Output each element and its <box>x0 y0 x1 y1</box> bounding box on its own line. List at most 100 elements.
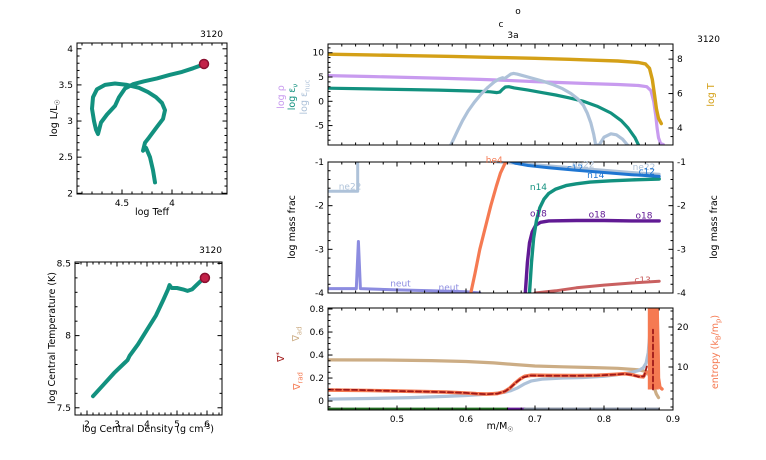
x-axis-title: log Central Density (g cm-3) <box>82 423 214 435</box>
y-tick-label: 0.4 <box>310 351 325 361</box>
grad-rad-tail-curve <box>655 308 664 391</box>
plot-frame <box>327 161 674 294</box>
y-axis-title: entropy (kB/mp) <box>710 315 722 389</box>
y-axis-title: log εnuc <box>299 79 311 114</box>
y-tick-label: 0.2 <box>310 374 324 384</box>
y-right-tick-label: -3 <box>677 245 686 255</box>
log-rho-curve <box>328 73 665 145</box>
ne22-curve <box>328 162 661 193</box>
y-tick-label: -2 <box>315 202 324 212</box>
central-track-curve <box>91 275 207 399</box>
panel-title: 3120 <box>697 35 720 45</box>
y-right-tick-label: -4 <box>677 289 686 299</box>
x-tick-label: 3 <box>114 420 120 430</box>
panel-gradients-entropy: 0.5 0.6 0.7 0.8 0.9 0 0.2 0.4 0.6 0.8 10 20 m/M☉ ∇ad ∇… <box>275 305 722 433</box>
log-eps-nuc-curve <box>449 71 630 145</box>
y-right-tick-label: -2 <box>677 202 686 212</box>
track-endpoint-marker <box>199 272 211 284</box>
curve-label: ne22 <box>339 182 362 192</box>
neut-curve <box>328 240 482 293</box>
y-axis-title: ∇rad <box>292 372 304 391</box>
y-tick-label: 4 <box>67 45 73 55</box>
y-tick-label: 0.8 <box>310 305 325 315</box>
log-eps-nu-curve <box>328 85 641 145</box>
y-tick-label: 8 <box>65 332 71 342</box>
curve-label: ne22 <box>572 161 595 171</box>
n14-curve <box>527 177 661 293</box>
y-tick-label: 0 <box>318 397 324 407</box>
entropy-curve <box>328 308 653 401</box>
grad-actual-curve <box>328 365 648 396</box>
log-T-curve <box>328 52 663 126</box>
he4-curve <box>469 162 509 293</box>
y-tick-label: -3 <box>315 245 324 255</box>
hr-track-curve <box>90 62 206 185</box>
y-tick-label: 0.6 <box>310 328 325 338</box>
y-tick-label: 3.5 <box>59 81 73 91</box>
y-right-tick-label: 10 <box>677 363 689 373</box>
y-axis-title: log mass frac <box>709 195 720 259</box>
y-tick-label: 8.5 <box>57 259 71 269</box>
y-tick-label: 5 <box>318 73 324 83</box>
y-axis-title: log εν <box>287 84 299 111</box>
curve-label: c13 <box>634 276 650 286</box>
x-tick-label: 0.8 <box>597 415 612 425</box>
curve-label: o <box>515 7 521 17</box>
curve-label: c12 <box>567 164 583 174</box>
y-tick-label: 10 <box>313 49 325 59</box>
y-axis-title: log Central Temperature (K) <box>47 272 58 404</box>
y-right-tick-label: 20 <box>677 323 689 333</box>
curve-label: neut <box>390 279 411 289</box>
curve-label: n14 <box>530 183 547 193</box>
y-axis-title: log ρ <box>276 85 287 109</box>
x-tick-label: 0.5 <box>390 415 404 425</box>
x-tick-label: 6 <box>204 420 210 430</box>
y-tick-label: 3 <box>67 117 73 127</box>
y-axis-title: log L/L☉ <box>49 99 61 136</box>
y-right-tick-label: 6 <box>677 90 683 100</box>
track-endpoint-marker <box>198 58 210 70</box>
x-tick-label: 2 <box>84 420 90 430</box>
x-tick-label: 4 <box>144 420 150 430</box>
curve-label: c12 <box>639 168 655 178</box>
y-tick-label: 7.5 <box>57 404 71 414</box>
x-axis-title: m/M☉ <box>487 421 514 433</box>
x-tick-label: 0.9 <box>666 415 681 425</box>
x-tick-label: 4 <box>169 199 175 209</box>
y-tick-label: -1 <box>315 158 324 168</box>
plot-frame <box>327 43 674 146</box>
y-axis-title: ∇* <box>275 352 287 363</box>
y-axis-title: log T <box>706 83 717 107</box>
y-axis-title: ∇ad <box>291 327 303 343</box>
y-tick-label: -4 <box>315 289 324 299</box>
curve-label: c <box>499 20 504 30</box>
panel-abundances: -1 -2 -3 -4 -1 -2 -3 -4 log mass frac log mass fr… <box>287 156 720 299</box>
curve-label: neut <box>439 283 460 293</box>
curve-label: 3a <box>507 31 518 41</box>
c12-curve <box>508 162 661 178</box>
y-right-tick-label: -1 <box>677 158 686 168</box>
plot-frame <box>74 261 223 416</box>
curve-label: o18 <box>636 212 653 222</box>
x-tick-label: 4.5 <box>115 199 129 209</box>
curve-label: he4 <box>486 156 503 166</box>
o18-curve <box>523 218 661 293</box>
x-tick-label: 0.6 <box>459 415 474 425</box>
c13-curve <box>533 279 661 293</box>
y-tick-label: -5 <box>315 122 324 132</box>
panel-title: 3120 <box>199 246 222 256</box>
panel-central-t-rho: 2 3 4 5 6 7.5 8 8.5 log Central Density (g cm-3)… <box>47 246 223 435</box>
y-axis-title: log mass frac <box>287 195 298 259</box>
y-right-tick-label: 8 <box>677 55 683 65</box>
y-tick-label: 2.5 <box>59 153 73 163</box>
y-tick-label: 2 <box>67 189 73 199</box>
curve-label: ne22 <box>633 163 656 173</box>
x-tick-label: 5 <box>174 420 180 430</box>
curve-label: n14 <box>587 171 604 181</box>
x-axis-title: log Teff <box>135 207 170 218</box>
panel-title: 3120 <box>200 30 223 40</box>
